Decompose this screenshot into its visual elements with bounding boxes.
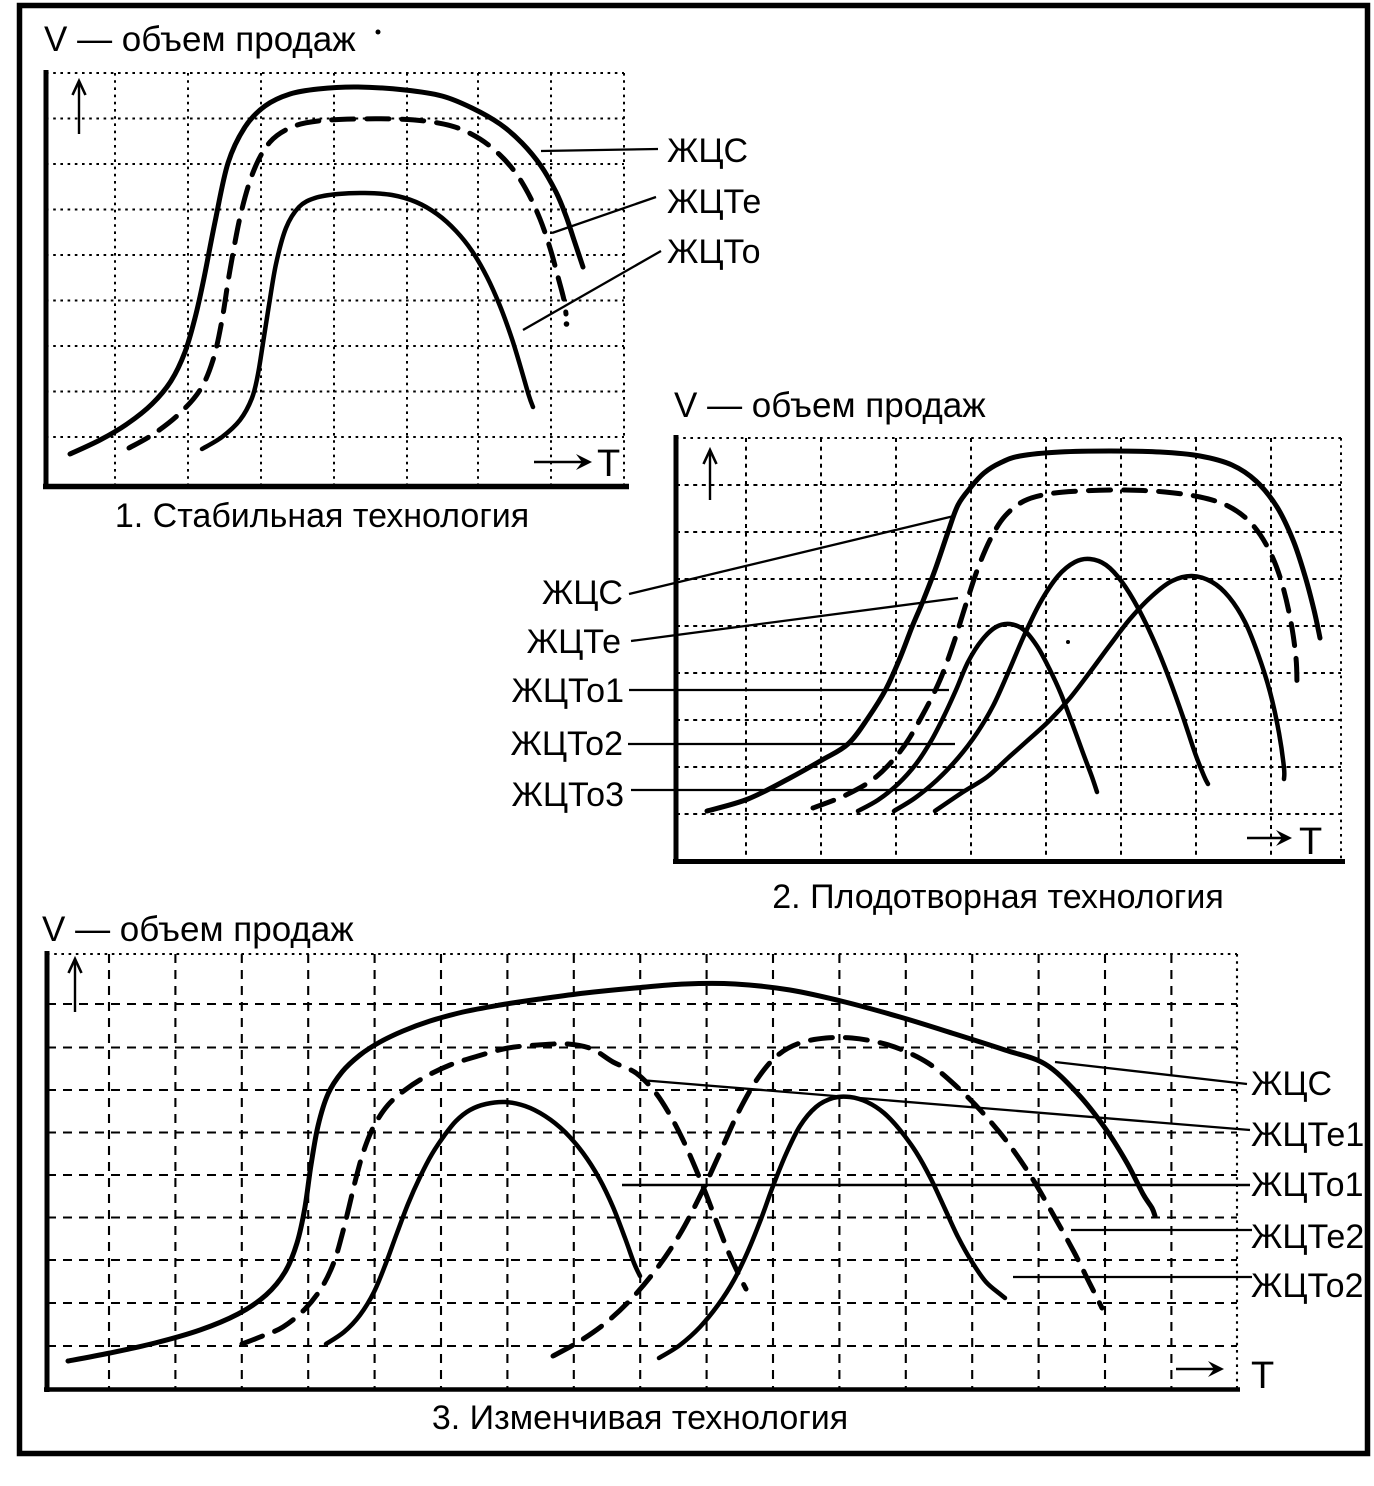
svg-text:2. Плодотворная технология: 2. Плодотворная технология [772,878,1223,916]
svg-text:ЖЦТе2: ЖЦТе2 [1251,1218,1364,1256]
svg-text:ЖЦТо2: ЖЦТо2 [511,725,623,763]
svg-text:T: T [1251,1355,1274,1397]
svg-text:ЖЦТо1: ЖЦТо1 [512,672,624,710]
svg-text:1. Стабильная технология: 1. Стабильная технология [115,497,529,535]
svg-text:V — объем продаж: V — объем продаж [674,386,986,425]
svg-text:ЖЦТе: ЖЦТе [527,623,621,661]
svg-text:V — объем продаж: V — объем продаж [42,910,354,949]
svg-text:ЖЦТо: ЖЦТо [667,233,761,271]
svg-text:ЖЦТо3: ЖЦТо3 [512,776,624,814]
svg-text:T: T [1299,821,1322,863]
svg-text:ЖЦС: ЖЦС [1251,1065,1332,1103]
svg-text:ЖЦТо1: ЖЦТо1 [1251,1166,1363,1204]
svg-text:T: T [597,443,620,485]
svg-text:ЖЦС: ЖЦС [667,132,748,170]
svg-text:ЖЦТо2: ЖЦТо2 [1251,1267,1363,1305]
svg-text:ЖЦТе1: ЖЦТе1 [1251,1116,1364,1154]
svg-text:V — объем продаж: V — объем продаж [44,20,356,59]
svg-text:3. Изменчивая технология: 3. Изменчивая технология [432,1399,848,1437]
svg-text:ЖЦС: ЖЦС [542,574,623,612]
svg-text:ЖЦТе: ЖЦТе [667,183,761,221]
